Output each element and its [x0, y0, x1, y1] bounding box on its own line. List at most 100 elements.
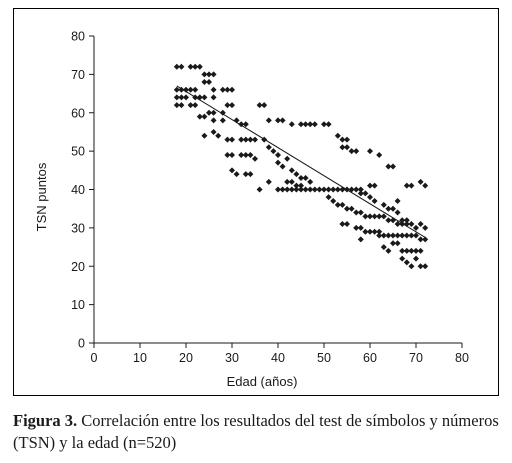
data-point	[275, 159, 281, 166]
data-point	[390, 205, 396, 212]
x-tick-label: 80	[455, 351, 469, 365]
data-point	[196, 113, 203, 120]
data-point	[399, 232, 406, 239]
data-point	[334, 186, 341, 193]
caption-label: Figura 3.	[13, 411, 78, 430]
data-point	[399, 255, 406, 262]
data-point	[413, 255, 419, 262]
data-point	[279, 186, 286, 193]
data-point	[302, 174, 309, 181]
data-point	[417, 236, 424, 243]
data-point	[376, 151, 383, 158]
data-point	[178, 63, 185, 70]
data-point	[210, 71, 217, 78]
data-point	[353, 224, 360, 231]
data-point	[242, 171, 249, 178]
data-point	[362, 213, 369, 220]
data-point	[279, 117, 286, 124]
y-tick-label: 10	[71, 298, 85, 312]
data-point	[219, 109, 226, 116]
data-point	[367, 194, 373, 201]
data-point	[399, 247, 406, 254]
data-point	[173, 86, 180, 93]
data-points	[173, 63, 429, 270]
data-point	[316, 186, 323, 193]
data-point	[344, 136, 350, 143]
data-point	[288, 178, 295, 185]
data-point	[394, 232, 401, 239]
chart-frame: 0 10 20 30 40 50 60 70 80 0 10 20 30 40 50 60 70 80 Edad …	[13, 8, 499, 396]
data-point	[298, 182, 304, 189]
data-point	[173, 102, 180, 109]
x-tick-label: 0	[91, 351, 98, 365]
data-point	[201, 79, 208, 86]
data-point	[403, 182, 410, 189]
data-point	[408, 263, 415, 270]
data-point	[357, 190, 364, 197]
data-point	[376, 232, 383, 239]
data-point	[210, 86, 217, 93]
data-point	[224, 86, 231, 93]
data-point	[242, 136, 249, 143]
data-point	[385, 205, 392, 212]
data-point	[265, 117, 272, 124]
data-point	[348, 148, 355, 155]
data-point	[284, 186, 291, 193]
data-point	[357, 209, 364, 216]
data-point	[330, 186, 337, 193]
data-point	[357, 186, 364, 193]
data-point	[247, 171, 254, 178]
data-point	[385, 247, 392, 254]
data-point	[224, 136, 231, 143]
y-tick-label: 0	[78, 337, 85, 351]
y-tick-label: 30	[71, 221, 85, 235]
data-point	[284, 178, 291, 185]
data-point	[298, 186, 304, 193]
y-tick-label: 20	[71, 260, 85, 274]
data-point	[408, 221, 415, 228]
data-point	[279, 163, 286, 170]
data-point	[357, 224, 364, 231]
data-point	[367, 182, 373, 189]
data-point	[288, 186, 295, 193]
data-point	[367, 148, 373, 155]
data-point	[229, 102, 235, 109]
data-point	[403, 232, 410, 239]
data-point	[192, 102, 199, 109]
y-tick-label: 80	[71, 30, 85, 44]
data-point	[206, 71, 212, 78]
data-point	[403, 259, 410, 266]
data-point	[252, 155, 258, 162]
data-point	[261, 102, 268, 109]
caption-text: Correlación entre los resultados del tes…	[13, 411, 499, 452]
data-point	[371, 213, 378, 220]
y-tick-label: 60	[71, 106, 85, 120]
data-point	[307, 178, 314, 185]
data-point	[173, 94, 180, 101]
data-point	[206, 79, 212, 86]
data-point	[284, 155, 291, 162]
data-point	[348, 186, 355, 193]
data-point	[385, 217, 392, 224]
axes: 0 10 20 30 40 50 60 70 80 0 10 20 30 40 50 60 70 80	[71, 30, 469, 366]
data-point	[247, 136, 254, 143]
data-point	[219, 86, 226, 93]
figure-caption: Figura 3. Correlación entre los resultad…	[13, 410, 503, 454]
x-tick-label: 70	[409, 351, 423, 365]
data-point	[413, 247, 419, 254]
data-point	[201, 94, 208, 101]
data-point	[339, 221, 346, 228]
x-tick-label: 40	[271, 351, 285, 365]
trendline	[176, 85, 426, 238]
data-point	[293, 171, 300, 178]
data-point	[422, 263, 429, 270]
data-point	[238, 151, 245, 158]
data-point	[201, 113, 208, 120]
data-point	[380, 201, 387, 208]
data-point	[371, 198, 378, 205]
data-point	[353, 186, 360, 193]
trendline-group	[176, 85, 426, 238]
y-tick-label: 70	[71, 68, 85, 82]
data-point	[390, 232, 396, 239]
data-point	[252, 136, 258, 143]
